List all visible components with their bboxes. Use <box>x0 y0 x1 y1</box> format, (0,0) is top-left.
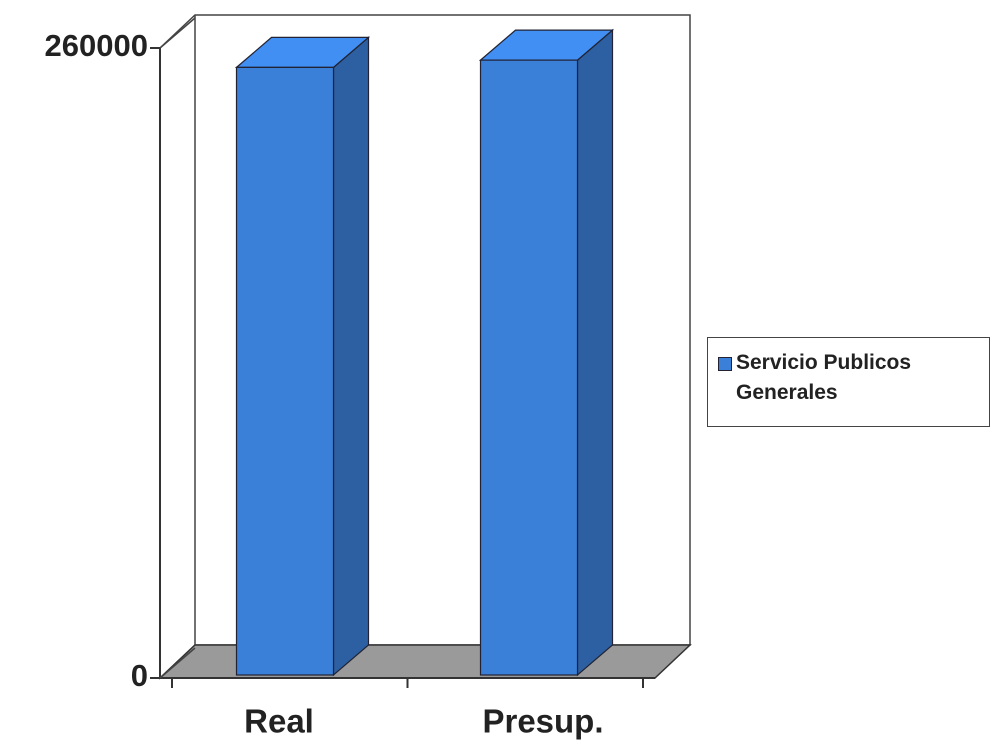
y-tick-label: 0 <box>131 658 148 693</box>
legend: Servicio Publicos Generales <box>707 337 990 427</box>
bar <box>235 66 335 676</box>
y-tick-depth <box>159 17 196 49</box>
bar-side <box>332 36 370 677</box>
y-tick-depth <box>159 647 196 679</box>
x-tick-label: Real <box>244 703 314 740</box>
y-tick-label: 260000 <box>45 28 148 63</box>
bar <box>479 59 579 676</box>
legend-swatch <box>718 357 732 371</box>
x-tick-label: Presup. <box>482 703 603 740</box>
legend-label: Servicio Publicos Generales <box>736 351 912 404</box>
bar-side <box>576 28 614 677</box>
